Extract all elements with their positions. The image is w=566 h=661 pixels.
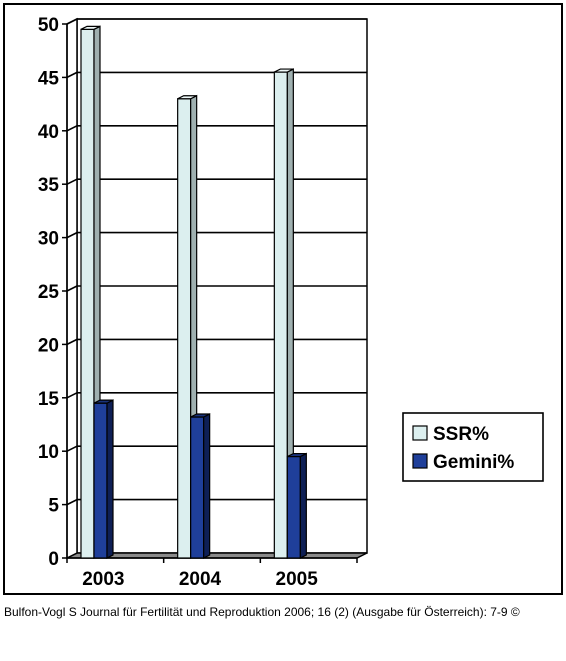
axes — [62, 23, 358, 563]
bar-chart: 0 5 10 15 20 25 30 35 40 45 50 2003 2004 2005 SSR% Ge… — [38, 15, 544, 590]
bar-Gemini-2005 — [286, 455, 301, 559]
bar-side — [299, 452, 307, 559]
y-tick-label: 25 — [38, 282, 60, 303]
y-tick-label: 0 — [48, 549, 59, 570]
y-tick-label: 35 — [38, 175, 60, 196]
y-tick-label: 45 — [38, 68, 60, 89]
y-tick-label: 10 — [38, 442, 59, 463]
gridline-side — [66, 498, 78, 506]
gridline-side — [66, 231, 78, 239]
bar-Gemini-2004 — [190, 416, 205, 559]
bar-side — [106, 399, 114, 559]
gridline-side — [66, 71, 78, 79]
bar-top — [274, 68, 294, 73]
gridline-side — [66, 178, 78, 185]
x-tick-label: 2005 — [276, 569, 319, 590]
y-tick-label: 50 — [38, 15, 59, 36]
gridline-side — [66, 125, 78, 132]
bar-Gemini-2003 — [93, 402, 108, 559]
bar-SSR-2003 — [80, 28, 95, 559]
y-tick-labels: 0 5 10 15 20 25 30 35 40 45 50 — [38, 15, 60, 570]
legend-swatch — [412, 453, 428, 469]
bars — [80, 25, 307, 559]
y-tick-label: 15 — [38, 389, 60, 410]
gridline-side — [66, 285, 78, 292]
bar-side — [203, 413, 211, 559]
gridline-side — [66, 392, 78, 399]
x-tick-label: 2004 — [179, 569, 222, 590]
gridline-side — [66, 445, 78, 452]
bar-top — [190, 413, 210, 418]
x-tick-labels: 2003 2004 2005 — [82, 569, 318, 590]
bar-top — [177, 95, 197, 100]
gridlines — [66, 17, 368, 560]
legend-swatch — [412, 425, 428, 441]
figure-caption: Bulfon-Vogl S Journal für Fertilität und… — [4, 605, 520, 619]
y-tick-label: 5 — [48, 496, 59, 517]
bar-top — [80, 25, 101, 30]
legend: SSR% Gemini% — [402, 412, 544, 482]
y-tick-label: 30 — [38, 229, 59, 250]
x-tick-label: 2003 — [82, 569, 124, 590]
y-tick-label: 40 — [38, 122, 59, 143]
bar-top — [93, 399, 114, 404]
bar-SSR-2005 — [273, 71, 288, 559]
legend-label: SSR% — [433, 424, 489, 445]
legend-box — [402, 412, 544, 482]
bar-SSR-2004 — [177, 98, 192, 559]
bar-top — [287, 452, 307, 458]
legend-label: Gemini% — [433, 452, 514, 473]
gridline-side — [66, 18, 78, 25]
y-tick-label: 20 — [38, 335, 59, 356]
gridline-side — [66, 338, 78, 346]
